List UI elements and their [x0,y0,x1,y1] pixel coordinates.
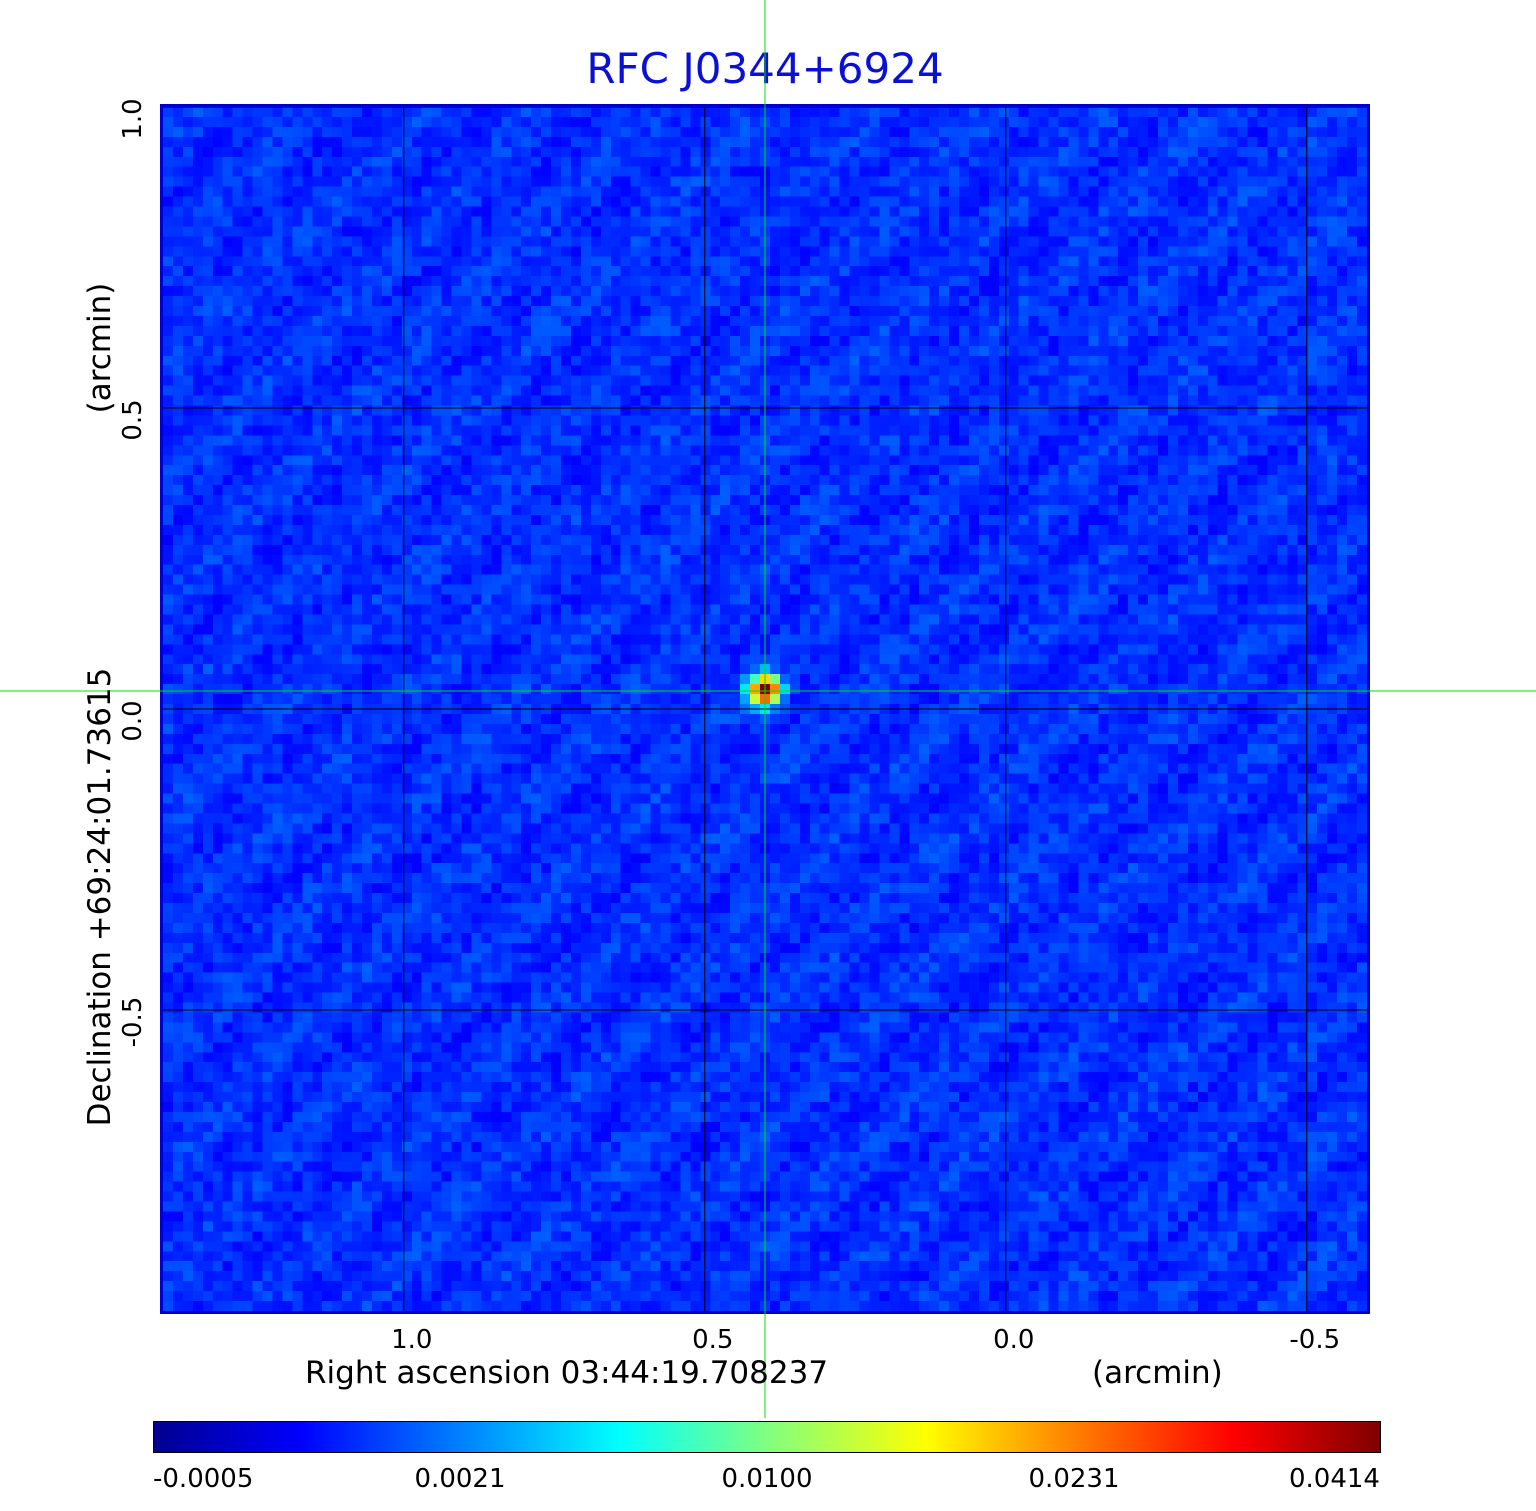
colorbar-tick-label: 0.0100 [721,1464,813,1494]
x-tick-label: 0.5 [692,1325,734,1355]
colorbar [153,1421,1381,1453]
colorbar-tick-label: 0.0414 [1289,1464,1380,1494]
y-tick-label: 0.0 [118,700,148,742]
x-axis-unit: (arcmin) [1092,1355,1223,1391]
colorbar-tick-label: 0.0231 [1028,1464,1120,1494]
y-tick-label: 0.5 [118,399,148,441]
colorbar-tick-label: 0.0021 [414,1464,506,1494]
y-tick-label: 1.0 [118,98,148,140]
y-tick-label: -0.5 [118,996,148,1048]
x-tick-label: 1.0 [391,1325,433,1355]
y-axis-label: Declination +69:24:01.73615 [82,667,118,1127]
x-tick-label: -0.5 [1289,1325,1341,1355]
x-tick-label: 0.0 [993,1325,1035,1355]
x-axis-label: Right ascension 03:44:19.708237 [305,1355,829,1391]
colorbar-tick-label: -0.0005 [153,1464,254,1494]
y-axis-unit: (arcmin) [82,282,118,414]
